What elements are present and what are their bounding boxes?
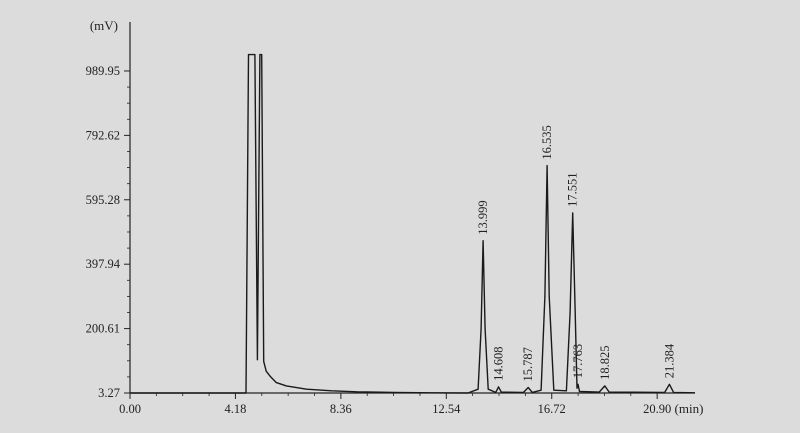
plot-area (130, 53, 696, 394)
y-tick-label: 595.28 (86, 193, 120, 207)
peak-label: 17.551 (566, 173, 580, 207)
x-tick-label: 16.72 (538, 402, 566, 416)
y-tick-label: 397.94 (86, 257, 121, 271)
x-tick-label: 8.36 (330, 402, 352, 416)
x-unit-label: (min) (675, 401, 704, 416)
peak-labels: 13.999 14.608 15.787 16.535 17.551 17.763 18.8… (476, 125, 676, 381)
peak-label: 13.999 (476, 200, 490, 234)
peak-label: 17.763 (571, 344, 585, 378)
series-line (130, 53, 696, 394)
y-tick-label: 3.27 (98, 386, 120, 400)
peak-label: 14.608 (492, 347, 506, 381)
x-tick-label: 4.18 (224, 402, 246, 416)
y-tick-label: 792.62 (86, 128, 120, 142)
peak-label: 15.787 (521, 347, 535, 381)
peak-label: 16.535 (540, 125, 554, 159)
peak-label: 21.384 (662, 343, 676, 378)
x-tick-label: 0.00 (119, 402, 141, 416)
y-unit-label: (mV) (90, 18, 118, 33)
x-tick-label: 12.54 (432, 402, 461, 416)
peak-label: 18.825 (598, 346, 612, 380)
y-tick-label: 200.61 (86, 322, 120, 336)
x-tick-label: 20.90 (643, 402, 671, 416)
y-tick-label: 989.95 (86, 64, 120, 78)
